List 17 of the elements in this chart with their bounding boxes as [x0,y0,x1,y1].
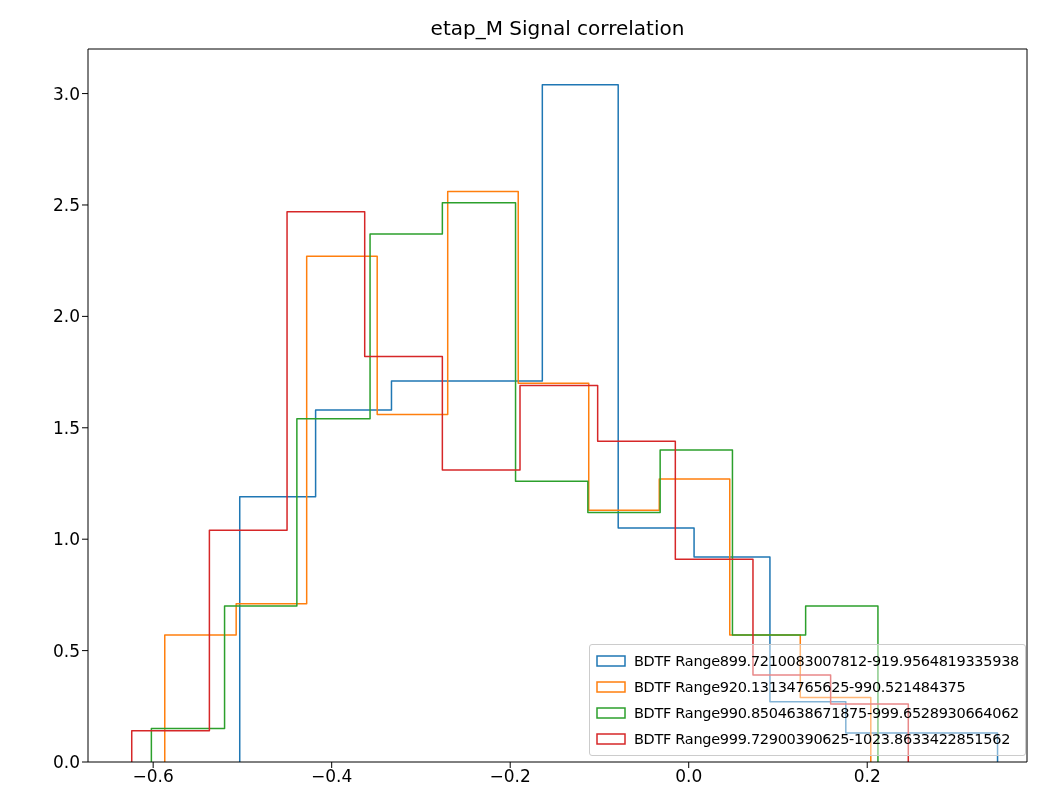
legend-label: BDTF Range990.8504638671875-999.6528930664062 [633,705,1019,721]
x-tick-label: 0.0 [675,766,703,787]
x-tick-label: −0.2 [489,766,531,787]
legend-label: BDTF Range920.13134765625-990.521484375 [633,679,966,695]
y-tick-label: 1.0 [52,529,80,550]
y-tick-label: 0.0 [52,752,80,773]
legend-label: BDTF Range899.7210083007812-919.9564819335938 [633,653,1019,669]
y-tick-label: 2.5 [52,195,80,215]
y-tick-label: 2.0 [52,306,80,327]
y-tick-label: 1.5 [52,417,80,438]
y-tick-label: 3.0 [52,83,80,104]
legend-label: BDTF Range999.72900390625-1023.8633422851562 [633,731,1011,747]
x-tick-label: −0.4 [311,766,353,787]
y-tick-label: 0.5 [52,640,80,661]
x-tick-label: 0.2 [853,766,881,787]
x-tick-label: −0.6 [132,766,174,787]
chart-title: etap_M Signal correlation [429,16,686,40]
